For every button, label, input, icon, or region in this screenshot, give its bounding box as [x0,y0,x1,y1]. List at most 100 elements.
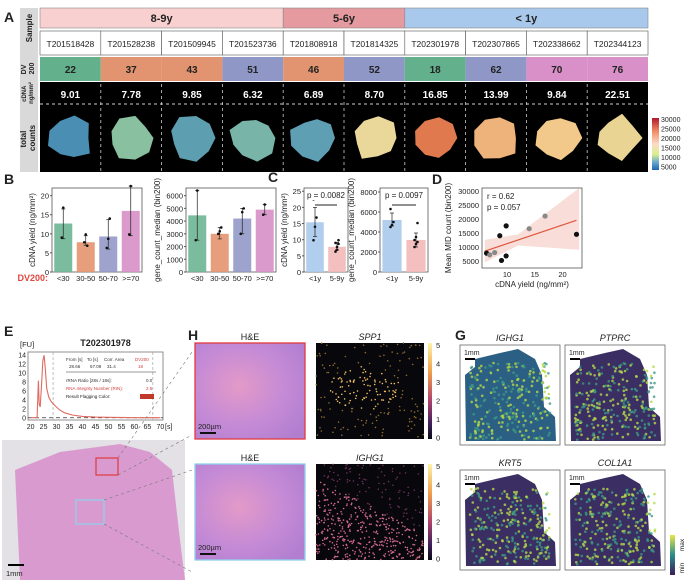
expression-spot [473,527,477,530]
expression-spot [366,517,369,520]
expression-spot [389,498,391,501]
sample-id: T201509945 [168,39,216,49]
expression-spot [384,369,387,371]
expression-spot [636,421,639,425]
row-label-sample: Sample [25,13,34,42]
expression-spot [490,429,494,432]
y-tick-label: 2 [22,407,26,414]
expression-spot [481,543,485,547]
expression-spot [381,544,383,546]
expression-spot [383,555,386,558]
expression-spot [532,536,536,539]
expression-spot [507,497,511,500]
expression-spot [369,514,372,516]
data-point [334,250,337,253]
expression-spot [492,505,496,509]
expression-spot [330,502,333,505]
expression-spot [594,532,597,536]
roi-box-blue[interactable] [75,499,105,525]
expression-spot [635,543,639,546]
expression-spot [596,529,600,532]
roi-box-red[interactable] [95,457,119,476]
expression-spot [519,499,523,502]
expression-spot [378,467,380,470]
expression-spot [358,490,361,493]
expression-spot [339,386,342,388]
expression-spot [321,364,324,366]
expression-spot [605,537,609,541]
expression-spot [607,363,611,366]
expression-spot [365,396,368,399]
expression-spot [422,544,424,547]
expression-spot [315,550,318,553]
expression-spot [513,542,517,545]
expression-spot [536,514,539,517]
expression-spot [539,427,542,430]
expression-spot [606,546,610,549]
expression-spot [377,403,379,405]
expression-spot [383,474,386,477]
expression-spot [541,363,545,366]
expression-spot [653,492,656,496]
expression-spot [496,368,500,372]
expression-spot [365,479,367,481]
expression-spot [469,433,473,436]
expression-spot [641,400,645,404]
expression-spot [653,501,656,505]
y-tick-label: 25000 [458,201,479,210]
expression-spot [500,425,503,429]
expression-spot [485,436,488,439]
expression-spot [398,497,401,500]
expression-spot [357,522,360,525]
expression-spot [337,535,339,538]
expression-spot [373,553,376,556]
expression-spot [505,411,509,415]
expression-spot [535,491,539,495]
expression-spot [422,402,425,405]
expression-spot [348,479,351,482]
expression-spot [524,557,527,560]
expression-spot [374,543,376,545]
expression-spot [415,344,417,347]
expression-spot [357,483,359,486]
expression-spot [376,393,379,396]
expression-spot [515,490,518,494]
expression-spot [533,511,537,514]
expression-spot [613,381,616,385]
expression-spot [381,372,383,375]
scale-bar-label: 200µm [198,543,221,552]
expression-spot [633,488,636,491]
expression-spot [358,555,360,557]
expression-spot [597,369,600,372]
expression-spot [390,398,392,401]
inset-header: From [s] [66,357,83,362]
expression-spot [384,539,387,541]
scatter-point [498,257,505,264]
chart-title: T202301978 [80,338,131,348]
expression-spot [342,507,345,510]
dv200-value: 43 [186,65,198,76]
expression-spot [579,368,582,372]
expression-spot [339,493,341,495]
total-counts-tissue-map [474,117,516,159]
expression-spot [543,390,546,394]
expression-spot [515,384,519,387]
electropherogram-trace [30,355,161,419]
expression-spot [539,526,542,530]
bar [233,218,252,272]
expression-spot [344,371,347,373]
expression-spot [362,509,365,511]
sample-id-cell [526,30,588,56]
expression-spot [324,494,327,497]
expression-spot [639,489,642,493]
expression-spot [505,495,509,499]
expression-spot [333,362,336,365]
expression-spot [517,520,520,524]
expression-spot [396,527,399,530]
expression-spot [584,403,587,407]
expression-spot [371,422,374,425]
expression-spot [634,395,638,399]
expression-spot [617,383,621,386]
expression-spot [479,496,483,500]
expression-spot [505,562,509,566]
